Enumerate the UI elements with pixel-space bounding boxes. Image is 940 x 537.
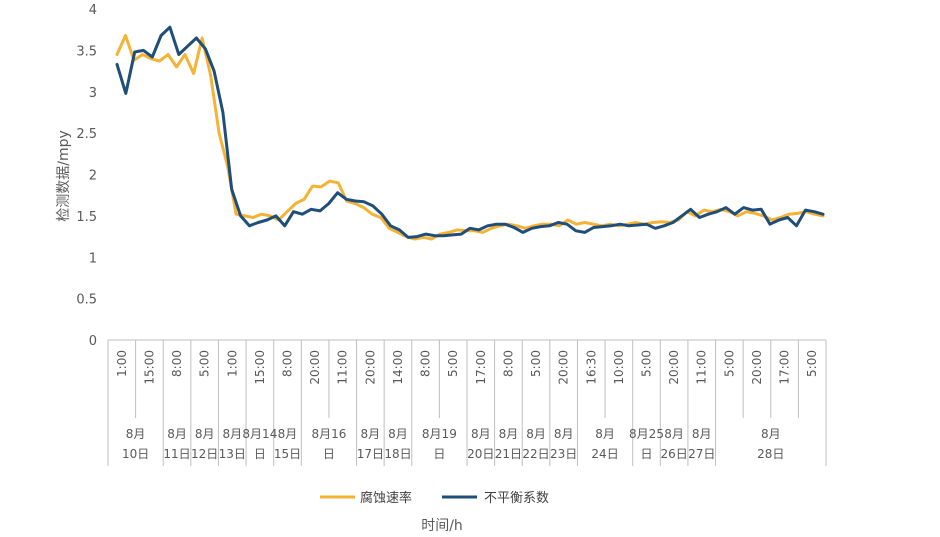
y-tick-label: 4 — [89, 3, 97, 18]
x-time-label: 11:00 — [695, 350, 709, 385]
x-axis: 1:00 15:00 8:00 5:00 1:00 15:00 8:00 20:00 11:00… — [107, 339, 827, 466]
x-time-label: 15:00 — [142, 350, 156, 385]
x-time-label: 5:00 — [198, 350, 212, 377]
legend: 腐蚀速率 不平衡系数 — [320, 490, 549, 506]
x-time-label: 14:00 — [391, 350, 405, 385]
x-time-label: 20:00 — [308, 350, 322, 385]
y-axis: 0 0.5 1 1.5 2 2.5 3 3.5 4 — [76, 3, 97, 349]
x-time-label: 1:00 — [115, 350, 129, 377]
x-time-label: 5:00 — [529, 350, 543, 377]
x-date-label: 8月 28日 — [757, 427, 784, 461]
x-date-label: 8月 24日 — [591, 427, 618, 461]
y-tick-label: 2 — [89, 169, 97, 184]
legend-label: 不平衡系数 — [484, 491, 549, 506]
x-date-label: 8月 12日 — [191, 427, 218, 461]
x-time-label: 5:00 — [805, 350, 819, 377]
x-date-label: 8月 27日 — [688, 427, 715, 461]
x-time-label: 20:00 — [557, 350, 571, 385]
x-date-label: 8月 23日 — [550, 427, 577, 461]
x-time-label: 5:00 — [446, 350, 460, 377]
x-time-label: 1:00 — [225, 350, 239, 377]
series-line — [115, 25, 825, 239]
x-time-label: 10:00 — [612, 350, 626, 385]
series-line — [115, 34, 825, 241]
x-time-label: 8:00 — [419, 350, 433, 377]
x-axis-title: 时间/h — [421, 518, 463, 534]
x-time-label: 5:00 — [640, 350, 654, 377]
x-date-label: 8月14 日 — [242, 427, 277, 461]
y-tick-label: 0.5 — [76, 293, 97, 308]
x-date-label: 8月 11日 — [163, 427, 190, 461]
x-time-label: 20:00 — [363, 350, 377, 385]
x-date-label: 8月 10日 — [122, 427, 149, 461]
y-tick-label: 3.5 — [76, 44, 97, 59]
x-time-label: 20:00 — [667, 350, 681, 385]
x-time-label: 17:00 — [778, 350, 792, 385]
x-date-label: 8月 26日 — [660, 427, 687, 461]
x-time-label: 8:00 — [281, 350, 295, 377]
x-date-label: 8月 22日 — [522, 427, 549, 461]
x-time-label: 8:00 — [170, 350, 184, 377]
x-date-label: 8月16 日 — [311, 427, 346, 461]
x-time-label: 17:00 — [474, 350, 488, 385]
series-layer — [115, 25, 825, 241]
y-tick-label: 2.5 — [76, 127, 97, 142]
y-axis-title: 检测数据/mpy — [56, 130, 72, 222]
x-date-label: 8月 18日 — [384, 427, 411, 461]
x-time-label: 15:00 — [253, 350, 267, 385]
x-time-label: 16:30 — [584, 350, 598, 385]
y-tick-label: 1 — [89, 251, 97, 266]
y-tick-label: 1.5 — [76, 210, 97, 225]
x-date-label: 8月 20日 — [467, 427, 494, 461]
x-date-label: 8月 21日 — [495, 427, 522, 461]
x-time-label: 11:00 — [336, 350, 350, 385]
y-tick-label: 3 — [89, 86, 97, 101]
x-date-label: 8月 15日 — [274, 427, 301, 461]
x-time-label: 8:00 — [501, 350, 515, 377]
legend-label: 腐蚀速率 — [360, 490, 412, 506]
x-time-label: 5:00 — [722, 350, 736, 377]
x-time-label: 20:00 — [750, 350, 764, 385]
x-date-label: 8月 13日 — [219, 427, 246, 461]
x-date-label: 8月25 日 — [629, 427, 664, 461]
y-tick-label: 0 — [89, 334, 97, 349]
x-date-label: 8月 17日 — [357, 427, 384, 461]
x-date-label: 8月19 日 — [422, 427, 457, 461]
